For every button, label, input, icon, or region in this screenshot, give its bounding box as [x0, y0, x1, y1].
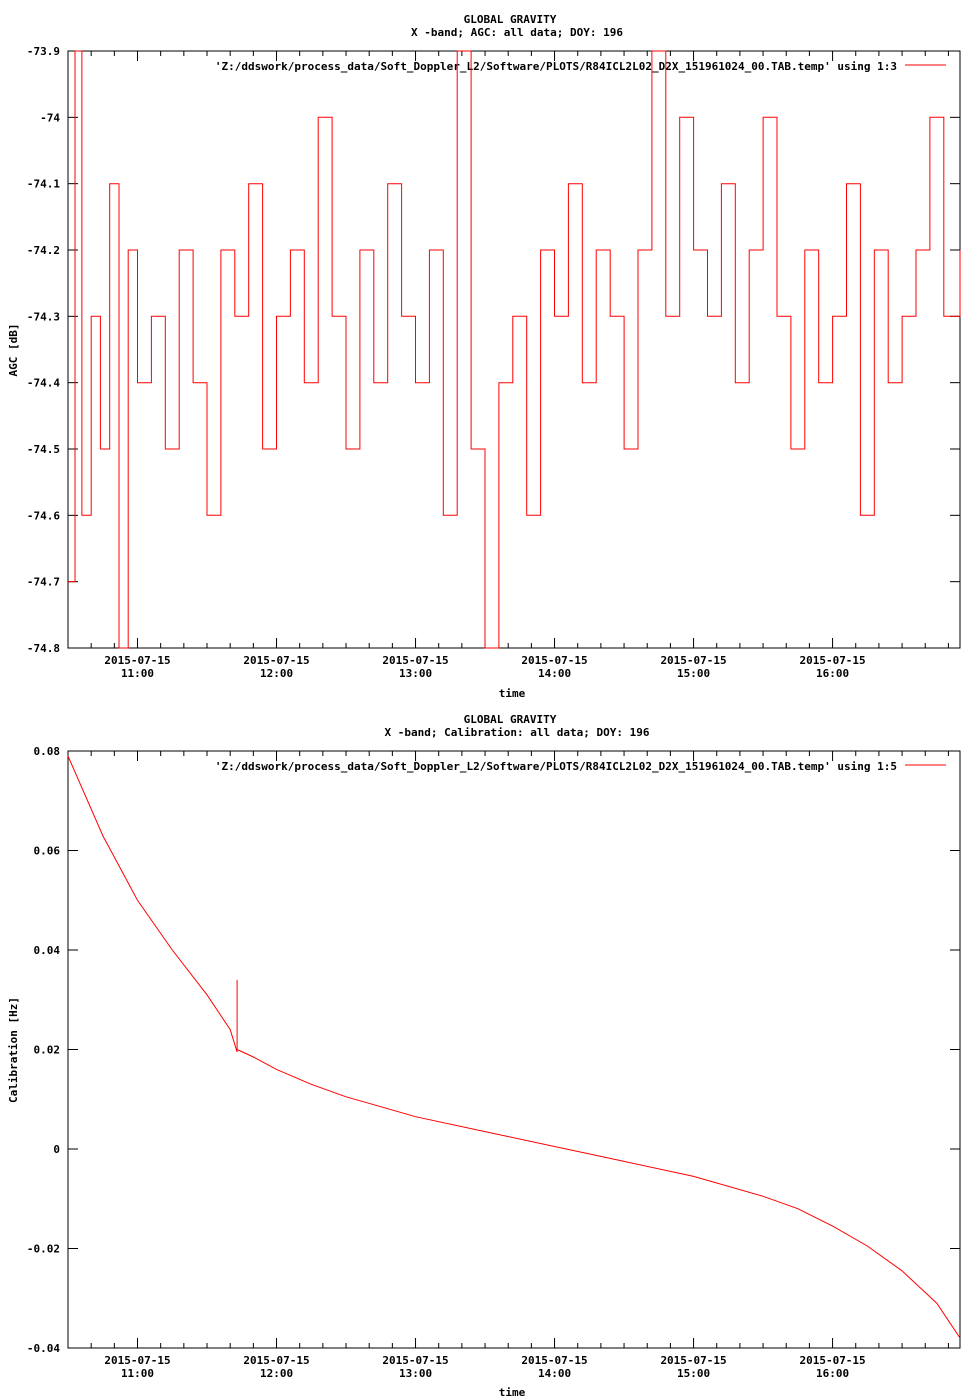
x-axis-label: time — [499, 687, 526, 700]
legend-label: 'Z:/ddswork/process_data/Soft_Doppler_L2… — [215, 760, 897, 773]
x-tick-label-time: 11:00 — [121, 667, 154, 680]
x-tick-label-date: 2015-07-15 — [104, 654, 170, 667]
chart-subtitle: X -band; AGC: all data; DOY: 196 — [411, 26, 623, 39]
chart-subtitle: X -band; Calibration: all data; DOY: 196 — [385, 726, 650, 739]
series-line — [68, 50, 961, 649]
x-tick-label-time: 14:00 — [538, 1367, 571, 1380]
x-tick-label-date: 2015-07-15 — [660, 654, 726, 667]
x-tick-label-time: 15:00 — [677, 667, 710, 680]
x-tick-label-date: 2015-07-15 — [243, 654, 309, 667]
series-group — [67, 755, 961, 1339]
x-tick-labels: 2015-07-1511:002015-07-1512:002015-07-15… — [104, 654, 865, 680]
x-tick-label-date: 2015-07-15 — [104, 1354, 170, 1367]
y-tick-label: -74.2 — [27, 244, 60, 257]
plot-frame — [67, 50, 961, 649]
x-tick-label-date: 2015-07-15 — [799, 1354, 865, 1367]
y-tick-label: 0.04 — [34, 944, 61, 957]
x-tick-label-time: 14:00 — [538, 667, 571, 680]
x-tick-label-date: 2015-07-15 — [799, 654, 865, 667]
legend: 'Z:/ddswork/process_data/Soft_Doppler_L2… — [215, 760, 946, 773]
chart-title: GLOBAL GRAVITY — [464, 713, 557, 726]
y-tick-label: -74.1 — [27, 178, 60, 191]
y-tick-label: -74.3 — [27, 310, 60, 323]
x-tick-label-date: 2015-07-15 — [521, 1354, 587, 1367]
y-tick-label: -74.5 — [27, 443, 60, 456]
x-tick-label-date: 2015-07-15 — [382, 654, 448, 667]
y-tick-label: -74.6 — [27, 509, 60, 522]
calibration-chart: GLOBAL GRAVITY X -band; Calibration: all… — [7, 713, 961, 1399]
x-tick-labels: 2015-07-1511:002015-07-1512:002015-07-15… — [104, 1354, 865, 1380]
axis-ticks — [67, 750, 960, 1349]
y-axis-label: Calibration [Hz] — [7, 997, 20, 1103]
y-tick-label: 0 — [53, 1143, 60, 1156]
y-tick-label: 0.08 — [34, 745, 61, 758]
chart-title: GLOBAL GRAVITY — [464, 13, 557, 26]
y-tick-label: -0.02 — [27, 1243, 60, 1256]
y-tick-label: 0.06 — [34, 845, 61, 858]
y-tick-label: -74.4 — [27, 377, 60, 390]
x-tick-label-date: 2015-07-15 — [382, 1354, 448, 1367]
x-tick-label-date: 2015-07-15 — [660, 1354, 726, 1367]
y-tick-label: -73.9 — [27, 45, 60, 58]
legend-label: 'Z:/ddswork/process_data/Soft_Doppler_L2… — [215, 60, 897, 73]
plot-frame — [67, 750, 961, 1349]
y-axis-label: AGC [dB] — [7, 324, 20, 377]
x-tick-label-time: 12:00 — [260, 1367, 293, 1380]
y-tick-label: -74.8 — [27, 642, 60, 655]
series-line — [67, 755, 961, 1339]
y-tick-label: -0.04 — [27, 1342, 60, 1355]
legend: 'Z:/ddswork/process_data/Soft_Doppler_L2… — [215, 60, 946, 73]
y-tick-labels: -73.9 -74 -74.1 -74.2 -74.3 -74.4 -74.5 -74.6 -7… — [27, 45, 60, 655]
x-tick-label-time: 13:00 — [399, 667, 432, 680]
y-tick-label: 0.02 — [34, 1044, 61, 1057]
axis-ticks — [67, 50, 960, 649]
x-tick-label-time: 11:00 — [121, 1367, 154, 1380]
y-tick-labels: 0.08 0.06 0.04 0.02 0 -0.02 -0.04 — [27, 745, 60, 1355]
x-tick-label-time: 16:00 — [816, 1367, 849, 1380]
y-tick-label: -74 — [40, 111, 60, 124]
y-tick-label: -74.7 — [27, 576, 60, 589]
x-tick-label-time: 16:00 — [816, 667, 849, 680]
x-axis-label: time — [499, 1386, 526, 1399]
x-tick-label-date: 2015-07-15 — [521, 654, 587, 667]
x-tick-label-time: 15:00 — [677, 1367, 710, 1380]
agc-chart: GLOBAL GRAVITY X -band; AGC: all data; D… — [7, 13, 961, 700]
x-tick-label-time: 13:00 — [399, 1367, 432, 1380]
x-tick-label-time: 12:00 — [260, 667, 293, 680]
series-group — [68, 50, 961, 649]
x-tick-label-date: 2015-07-15 — [243, 1354, 309, 1367]
